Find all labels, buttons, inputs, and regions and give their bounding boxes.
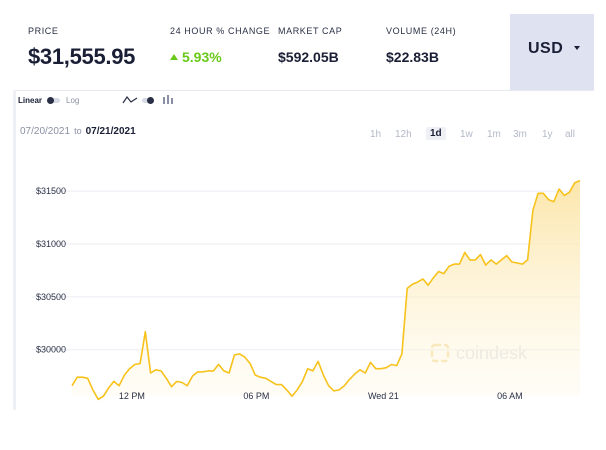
toggle-knob-2 xyxy=(147,97,154,104)
price-widget: PRICE $31,555.95 24 HOUR % CHANGE 5.93% … xyxy=(14,12,594,410)
price-value: $31,555.95 xyxy=(28,44,136,69)
change-stat: 24 HOUR % CHANGE 5.93% xyxy=(170,26,270,65)
scale-linear-option[interactable]: Linear xyxy=(18,96,43,105)
line-chart-icon[interactable] xyxy=(122,94,138,106)
market-cap-stat: MARKET CAP $592.05B xyxy=(278,26,342,65)
range-3m[interactable]: 3m xyxy=(513,129,527,140)
volume-value: $22.83B xyxy=(386,49,439,65)
range-1d[interactable]: 1d xyxy=(426,127,446,140)
scale-toggle[interactable] xyxy=(47,97,60,104)
stats-header: PRICE $31,555.95 24 HOUR % CHANGE 5.93% … xyxy=(14,12,594,91)
market-cap-value: $592.05B xyxy=(278,49,339,65)
volume-label: VOLUME (24H) xyxy=(386,26,457,36)
left-divider xyxy=(13,90,16,410)
currency-code: USD xyxy=(528,40,564,57)
range-1h[interactable]: 1h xyxy=(370,129,382,140)
y-tick-label: $31500 xyxy=(36,186,66,196)
change-value: 5.93% xyxy=(182,49,222,65)
range-12h[interactable]: 12h xyxy=(395,129,412,140)
price-stat: PRICE $31,555.95 xyxy=(28,26,135,70)
y-tick-label: $30500 xyxy=(36,292,66,302)
candlestick-icon[interactable] xyxy=(162,94,174,106)
currency-selector[interactable]: USD xyxy=(510,14,594,90)
range-1y[interactable]: 1y xyxy=(542,129,553,140)
price-line xyxy=(71,179,581,401)
price-area xyxy=(72,180,580,400)
x-tick-label: Wed 21 xyxy=(368,391,399,401)
market-cap-label: MARKET CAP xyxy=(278,26,343,36)
x-tick-label: 06 PM xyxy=(243,391,269,401)
up-arrow-icon xyxy=(170,54,178,60)
scale-log-option[interactable]: Log xyxy=(66,96,80,105)
x-tick-label: 06 AM xyxy=(497,391,523,401)
change-value-wrap: 5.93% xyxy=(170,49,270,65)
y-tick-label: $31000 xyxy=(36,239,66,249)
range-1m[interactable]: 1m xyxy=(487,129,501,140)
range-all[interactable]: all xyxy=(565,129,576,140)
caret-down-icon xyxy=(574,46,580,50)
date-to[interactable]: 07/21/2021 xyxy=(85,126,136,137)
change-label: 24 HOUR % CHANGE xyxy=(170,26,271,36)
x-tick-label: 12 PM xyxy=(119,391,145,401)
toggle-knob xyxy=(47,97,54,104)
y-tick-label: $30000 xyxy=(36,345,66,355)
chart-type-toggle[interactable] xyxy=(142,97,154,104)
price-label: PRICE xyxy=(28,26,59,36)
range-1w[interactable]: 1w xyxy=(460,129,473,140)
date-range: 07/20/2021 to 07/21/2021 xyxy=(20,126,136,137)
volume-stat: VOLUME (24H) $22.83B xyxy=(386,26,456,65)
date-to-word: to xyxy=(74,126,82,136)
date-from[interactable]: 07/20/2021 xyxy=(20,126,71,137)
